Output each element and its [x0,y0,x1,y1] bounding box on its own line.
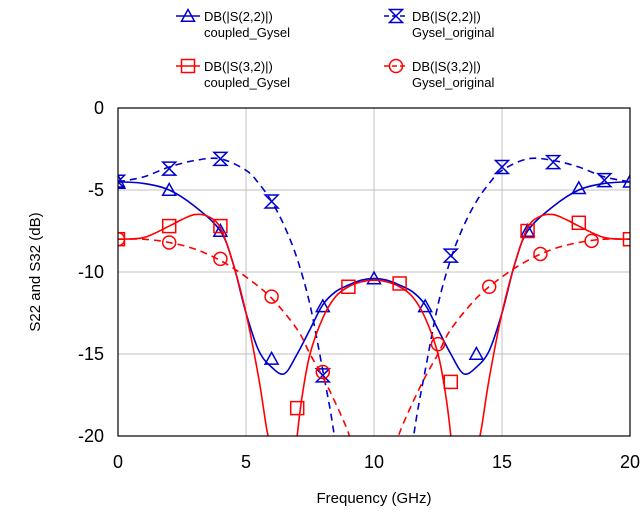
data-point-s32-coupled-gysel [161,218,177,234]
data-point-s32-gysel-original [481,279,497,295]
data-point-s32-gysel-original [430,336,446,352]
data-point-s22-gysel-original [493,159,511,175]
data-point-s22-coupled-gysel [161,181,177,196]
data-point-s32-gysel-original [533,246,548,262]
data-point-s32-coupled-gysel [213,218,228,234]
data-point-s22-coupled-gysel [571,180,587,195]
data-point-s22-coupled-gysel [315,298,331,313]
series-line-s32-gysel-original [118,238,630,436]
tick-labels: 0 5 10 15 20 0 -5 -10 -15 -20 [78,98,640,472]
series-layer [118,151,630,436]
data-point-s32-coupled-gysel [443,374,459,390]
data-point-s22-coupled-gysel [263,350,280,365]
data-point-s32-coupled-gysel [622,231,630,247]
legend-marker-s32-coupled-gysel [180,58,196,74]
data-point-s22-coupled-gysel [519,222,536,237]
x-tick-label: 15 [492,452,512,472]
data-point-s32-gysel-original [315,364,331,380]
y-tick-label: -15 [78,344,104,364]
data-point-s32-coupled-gysel [341,279,356,295]
data-point-s22-coupled-gysel [366,270,382,285]
data-point-s22-gysel-original [212,151,229,167]
y-axis-label: S22 and S32 (dB) [27,212,44,331]
x-tick-label: 10 [364,452,384,472]
data-point-s32-coupled-gysel [520,223,535,239]
legend-entry-s32-coupled-gysel: DB(|S(3,2)|)coupled_Gysel [176,58,290,90]
legend-label-s22-gysel-original: DB(|S(2,2)|) [412,9,481,24]
data-point-s32-coupled-gysel [571,215,587,231]
legend-marker-s22-gysel-original [387,8,405,24]
series-line-s32-coupled-gysel [118,213,630,436]
data-point-s32-gysel-original [264,289,279,304]
y-tick-label: -10 [78,262,104,282]
data-point-s22-gysel-original [263,194,280,209]
legend-entry-s22-gysel-original: DB(|S(2,2)|)Gysel_original [384,8,494,40]
data-point-s22-gysel-original [544,154,562,170]
data-point-s32-coupled-gysel [289,400,305,416]
x-tick-label: 0 [113,452,123,472]
series-line-s22-gysel-original [118,157,630,436]
data-point-s22-gysel-original [442,248,460,263]
data-point-s22-coupled-gysel [468,345,485,360]
x-tick-label: 20 [620,452,640,472]
legend-sublabel-s22-gysel-original: Gysel_original [412,25,494,40]
legend-entry-s32-gysel-original: DB(|S(3,2)|)Gysel_original [384,58,494,90]
data-point-s22-coupled-gysel [417,298,433,313]
legend-label-s32-gysel-original: DB(|S(3,2)|) [412,59,481,74]
legend-entry-s22-coupled-gysel: DB(|S(2,2)|)coupled_Gysel [176,7,290,40]
data-point-s32-gysel-original [213,251,228,267]
series-s32-coupled-gysel [118,213,630,436]
data-point-s22-gysel-original [160,161,178,176]
legend-sublabel-s22-coupled-gysel: coupled_Gysel [204,25,290,40]
data-point-s22-coupled-gysel [212,222,229,237]
data-point-s22-gysel-original [596,172,613,188]
legend-label-s22-coupled-gysel: DB(|S(2,2)|) [204,9,273,24]
plot-frame [117,107,631,437]
data-point-s32-gysel-original [584,233,599,249]
data-point-s32-gysel-original [118,231,126,247]
y-tick-label: 0 [94,98,104,118]
data-point-s32-coupled-gysel [392,276,407,291]
x-tick-label: 5 [241,452,251,472]
legend: DB(|S(2,2)|)coupled_GyselDB(|S(2,2)|)Gys… [176,7,494,90]
x-axis-label: Frequency (GHz) [316,490,431,507]
y-tick-label: -5 [88,180,104,200]
legend-sublabel-s32-coupled-gysel: coupled_Gysel [204,75,290,90]
data-point-s32-gysel-original [161,235,177,250]
legend-marker-s22-coupled-gysel [180,7,196,22]
legend-marker-s32-gysel-original [388,58,404,74]
legend-label-s32-coupled-gysel: DB(|S(3,2)|) [204,59,273,74]
y-tick-label: -20 [78,426,104,446]
series-s32-gysel-original [118,231,630,436]
legend-sublabel-s32-gysel-original: Gysel_original [412,75,494,90]
data-point-s22-gysel-original [118,174,127,190]
